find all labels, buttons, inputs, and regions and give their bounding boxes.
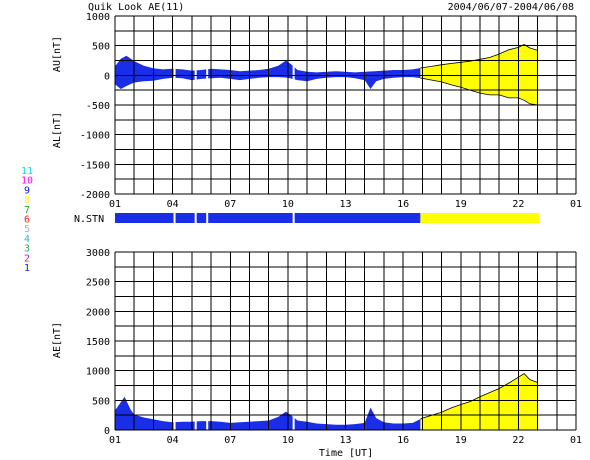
xtick-label: 19 [455, 199, 467, 210]
ae-area-yellow [420, 373, 538, 430]
xtick-label: 04 [167, 435, 179, 446]
time-axis-label: Time [UT] [319, 448, 373, 459]
ytick-label: 1000 [86, 12, 110, 23]
au-al-panel: 1000 500 0 -500 -1000 -1500 -2000 01 04 07 10 13 16… [52, 12, 582, 210]
ae-grid [114, 251, 577, 431]
xtick-label: 07 [224, 199, 236, 210]
ytick-label: -500 [86, 101, 110, 112]
xtick-label: 13 [339, 435, 351, 446]
ytick-label: 0 [104, 426, 110, 437]
au-area-yellow [420, 44, 538, 76]
au-al-ytick-labels: 1000 500 0 -500 -1000 -1500 -2000 [80, 12, 110, 201]
xtick-label: 13 [339, 199, 351, 210]
ae-envelope [420, 373, 538, 420]
xtick-label: 22 [512, 199, 524, 210]
xtick-label: 07 [224, 435, 236, 446]
xtick-label: 22 [512, 435, 524, 446]
station-bar-yellow [420, 213, 540, 223]
au-al-grid [114, 15, 577, 195]
station-count-label: 2 [24, 253, 30, 264]
station-count-label: 5 [24, 224, 30, 235]
au-axis-label: AU[nT] [52, 36, 63, 72]
ae-ytick-labels: 3000 2500 2000 1500 1000 500 0 [86, 248, 110, 437]
xtick-label: 01 [570, 435, 582, 446]
ytick-label: 3000 [86, 248, 110, 259]
station-count-label: 10 [21, 176, 33, 187]
xtick-label: 16 [397, 199, 409, 210]
date-range: 2004/06/07-2004/06/08 [448, 2, 574, 13]
xtick-label: 19 [455, 435, 467, 446]
station-count-label: 4 [24, 234, 30, 245]
xtick-label: 01 [109, 435, 121, 446]
ytick-label: 2500 [86, 278, 110, 289]
ytick-label: 500 [92, 42, 110, 53]
xtick-label: 10 [282, 199, 294, 210]
station-count-label: 11 [21, 166, 33, 177]
station-bar-blue [115, 213, 421, 223]
station-count-label: 3 [24, 244, 30, 255]
station-count-label: 1 [24, 263, 30, 274]
station-count-label: 6 [24, 215, 30, 226]
ae-axis-label: AE[nT] [52, 322, 63, 358]
xtick-label: 10 [282, 435, 294, 446]
xtick-label: 16 [397, 435, 409, 446]
ytick-label: 500 [92, 396, 110, 407]
station-count-label: 8 [24, 195, 30, 206]
station-count-label: 9 [24, 185, 30, 196]
chart-title: Quik Look AE(11) [88, 2, 184, 13]
ytick-label: 2000 [86, 307, 110, 318]
ytick-label: -1500 [80, 160, 110, 171]
xtick-label: 01 [109, 199, 121, 210]
station-count-label: 7 [24, 205, 30, 216]
au-al-xtick-labels: 01 04 07 10 13 16 19 22 01 [109, 199, 582, 210]
ytick-label: 1500 [86, 337, 110, 348]
au-area-blue [115, 55, 421, 76]
xtick-label: 04 [167, 199, 179, 210]
al-envelope [420, 77, 538, 106]
ytick-label: -1000 [80, 131, 110, 142]
ae-panel: 3000 2500 2000 1500 1000 500 0 01 04 07 10 13 16 19 2… [52, 248, 582, 459]
ytick-label: 0 [104, 71, 110, 82]
ytick-label: 1000 [86, 367, 110, 378]
al-axis-label: AL[nT] [52, 112, 63, 148]
nstn-label: N.STN [74, 214, 104, 225]
xtick-label: 01 [570, 199, 582, 210]
station-count-bar [115, 213, 540, 223]
ae-xtick-labels: 01 04 07 10 13 16 19 22 01 [109, 435, 582, 446]
ytick-label: -2000 [80, 190, 110, 201]
